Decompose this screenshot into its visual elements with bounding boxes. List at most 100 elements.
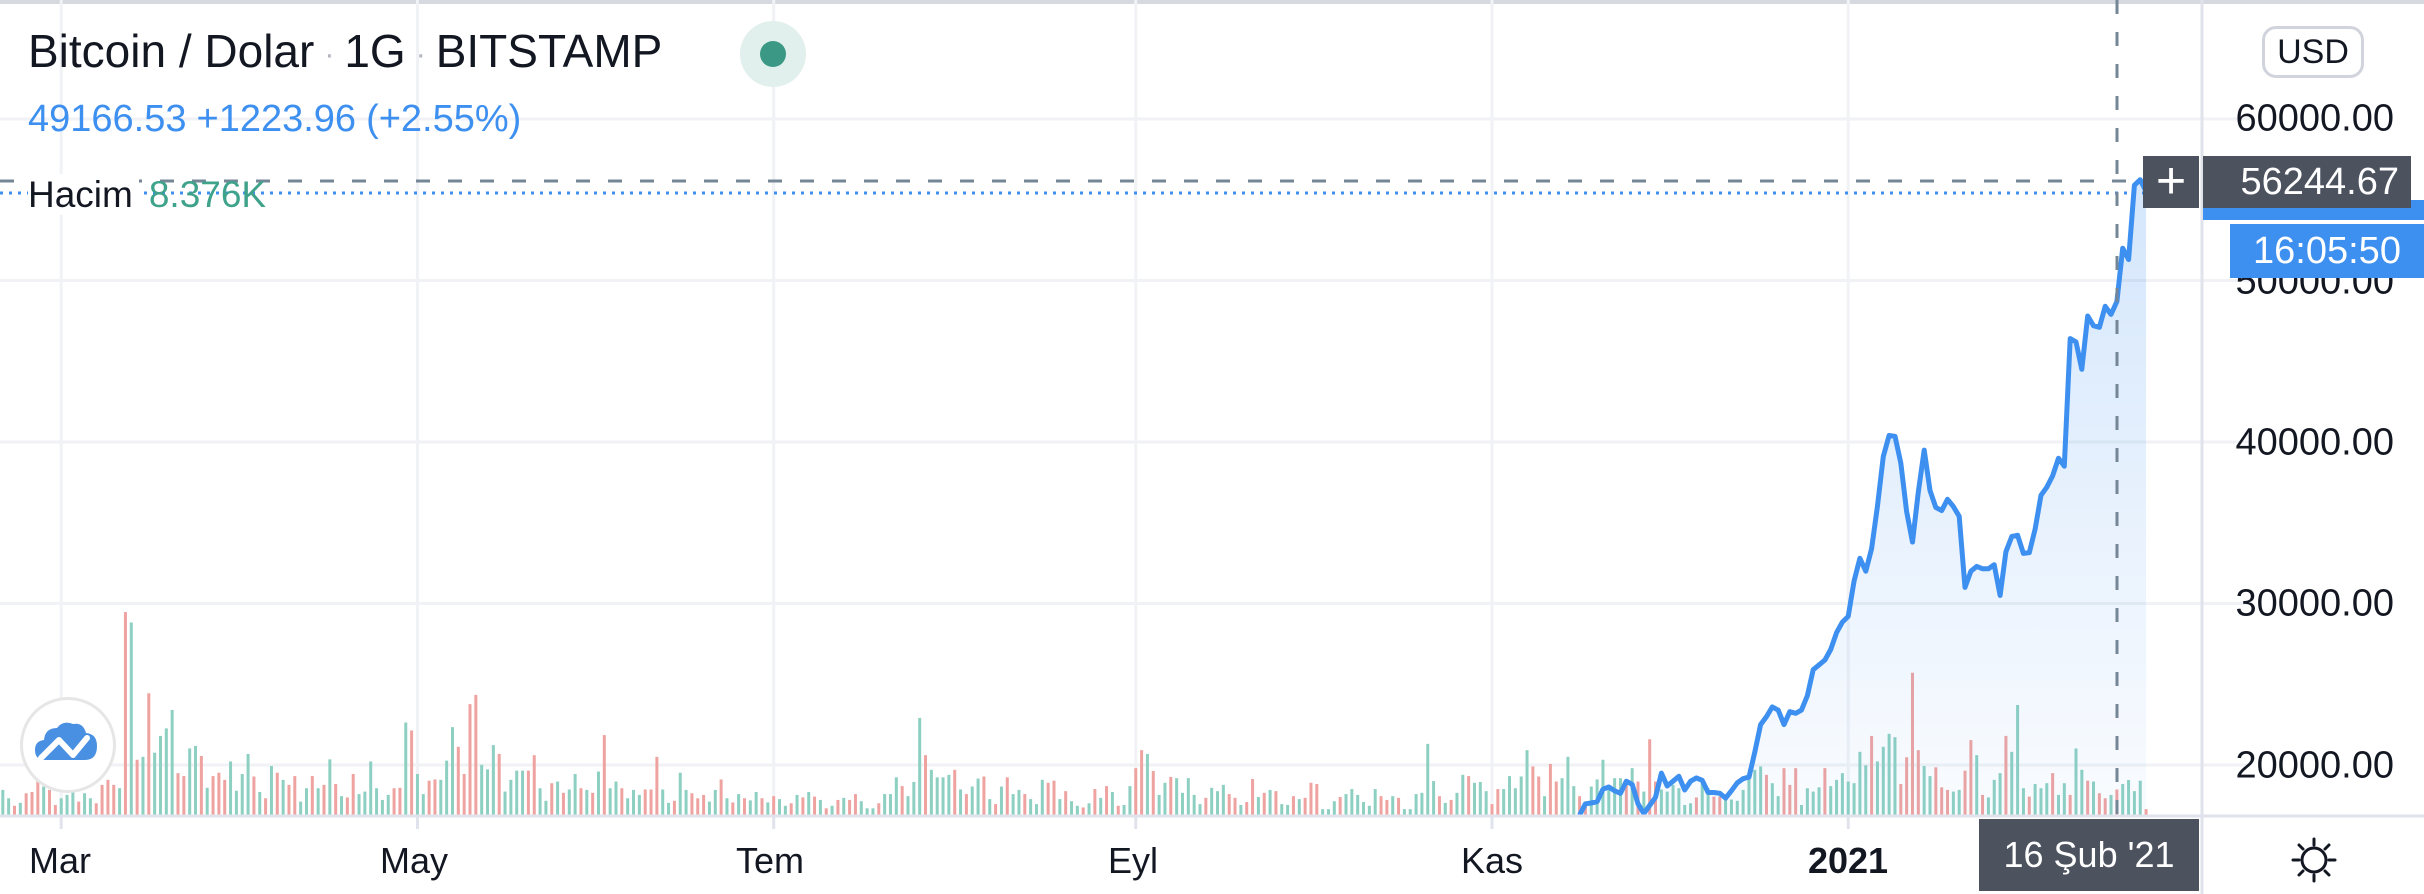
- volume-bar: [1256, 797, 1260, 815]
- volume-bar: [1151, 771, 1155, 815]
- volume-bar: [304, 788, 308, 815]
- volume-bar: [486, 769, 490, 815]
- volume-bar: [275, 772, 279, 815]
- volume-bar: [1192, 794, 1196, 815]
- volume-bar: [1566, 756, 1570, 815]
- volume-bar: [1461, 774, 1465, 815]
- volume-bar: [1157, 794, 1161, 815]
- volume-bar: [1087, 803, 1091, 815]
- volume-bar: [1548, 763, 1552, 815]
- volume-bar: [1245, 802, 1249, 815]
- volume-bar: [585, 789, 589, 815]
- volume-bar: [1402, 809, 1406, 815]
- volume-bar: [1093, 789, 1097, 815]
- volume-bar: [1426, 743, 1430, 815]
- volume-bar: [906, 796, 910, 815]
- volume-bar: [1064, 791, 1068, 815]
- volume-bar: [626, 798, 630, 815]
- volume-bar: [1490, 804, 1494, 815]
- volume-bar: [1105, 786, 1109, 815]
- volume-bar: [661, 789, 665, 815]
- volume-bar: [813, 796, 817, 815]
- volume-bar: [1525, 750, 1529, 815]
- volume-bar: [158, 735, 162, 815]
- volume-bar: [1186, 778, 1190, 815]
- volume-bar: [1128, 786, 1132, 815]
- volume-bar: [807, 791, 811, 815]
- volume-bar: [147, 693, 151, 815]
- currency-button[interactable]: USD: [2262, 26, 2364, 78]
- volume-bar: [474, 694, 478, 815]
- volume-bar: [1391, 796, 1395, 815]
- sun-icon[interactable]: [2290, 836, 2338, 884]
- volume-legend[interactable]: Hacim 8.376K: [28, 174, 266, 216]
- volume-bar: [888, 794, 892, 815]
- volume-bar: [1268, 789, 1272, 815]
- volume-bar: [1578, 796, 1582, 815]
- volume-bar: [1180, 792, 1184, 815]
- volume-bar: [1642, 791, 1646, 815]
- volume-label: Hacim: [28, 174, 139, 215]
- volume-bar: [1134, 768, 1138, 815]
- volume-bar: [1291, 796, 1295, 815]
- price-change: +1223.96: [196, 98, 357, 140]
- volume-bar: [340, 796, 344, 815]
- volume-bar: [1315, 784, 1319, 815]
- volume-bar: [900, 786, 904, 815]
- add-alert-plus-button[interactable]: +: [2143, 155, 2199, 208]
- volume-bar: [853, 794, 857, 815]
- volume-bar: [211, 776, 215, 815]
- volume-bar: [655, 756, 659, 815]
- cloud-chart-logo-icon[interactable]: [20, 697, 116, 793]
- volume-bar: [649, 789, 653, 815]
- volume-bar: [521, 770, 525, 815]
- volume-bar: [1210, 787, 1214, 815]
- volume-bar: [404, 722, 408, 815]
- volume-bar: [894, 777, 898, 815]
- volume-bar: [1110, 791, 1114, 815]
- volume-bar: [1414, 794, 1418, 815]
- volume-bar: [205, 787, 209, 815]
- volume-bar: [1233, 797, 1237, 815]
- volume-bar: [591, 792, 595, 815]
- time-tick: Eyl: [1107, 840, 1159, 881]
- volume-bar: [188, 748, 192, 815]
- volume-bar: [690, 793, 694, 815]
- volume-bar: [53, 804, 57, 815]
- volume-bar: [1373, 789, 1377, 815]
- volume-bar: [1011, 794, 1015, 815]
- volume-bar: [953, 769, 957, 815]
- volume-bar: [1326, 809, 1330, 815]
- volume-bar: [1040, 779, 1044, 815]
- volume-bar: [532, 755, 536, 815]
- volume-bar: [380, 799, 384, 815]
- volume-bar: [567, 789, 571, 815]
- volume-bar: [123, 612, 127, 815]
- symbol-title[interactable]: Bitcoin / Dolar · 1G · BITSTAMP: [28, 24, 662, 78]
- volume-bar: [859, 801, 863, 815]
- time-tick-year: 2021: [1807, 840, 1889, 881]
- volume-bar: [947, 774, 951, 815]
- volume-bar: [24, 793, 28, 815]
- volume-bar: [1367, 805, 1371, 815]
- volume-bar: [497, 753, 501, 815]
- volume-bar: [100, 784, 104, 815]
- volume-bar: [1502, 789, 1506, 815]
- volume-bar: [1005, 777, 1009, 815]
- volume-bar: [1362, 802, 1366, 815]
- volume-bar: [480, 764, 484, 815]
- volume-bar: [596, 771, 600, 815]
- volume-bar: [433, 779, 437, 815]
- price-tick: 20000.00: [2235, 744, 2395, 787]
- volume-bar: [538, 788, 542, 815]
- volume-bar: [182, 776, 186, 815]
- volume-bar: [1332, 801, 1336, 815]
- volume-bar: [83, 793, 87, 815]
- market-status-indicator[interactable]: [740, 21, 806, 87]
- volume-bar: [632, 789, 636, 815]
- volume-bar: [491, 745, 495, 815]
- volume-bar: [1070, 801, 1074, 815]
- volume-bar: [118, 788, 122, 815]
- volume-bar: [129, 622, 133, 815]
